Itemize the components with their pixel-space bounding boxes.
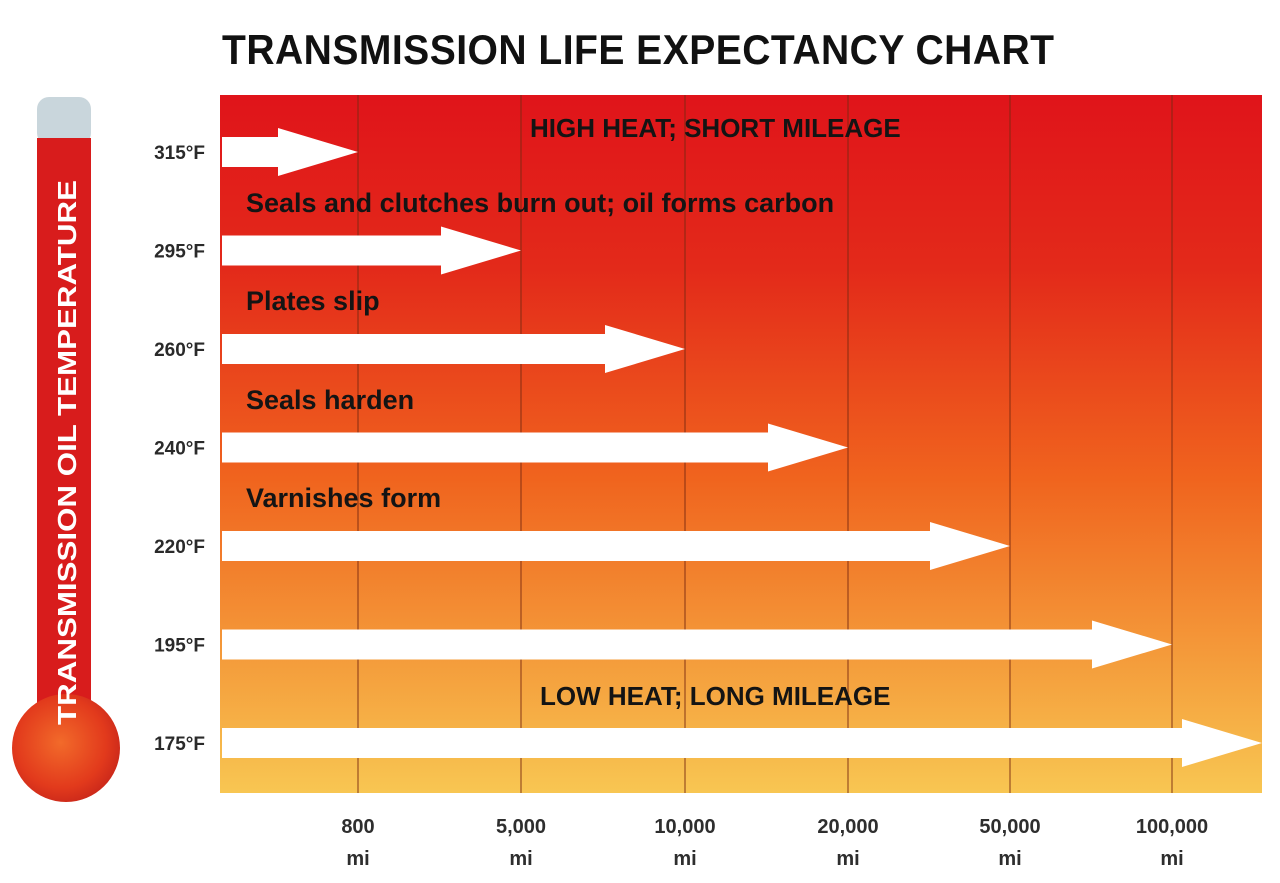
x-tick-value: 5,000 <box>496 816 546 838</box>
x-tick-label: 800 mi <box>341 816 374 870</box>
thermometer-cap <box>37 97 91 145</box>
arrow-bar <box>222 226 521 275</box>
row-note-seals-harden: Seals harden <box>246 385 414 415</box>
thermometer-tube <box>37 138 91 738</box>
arrow-bar <box>222 522 1010 570</box>
x-tick-label: 5,000 mi <box>496 816 546 870</box>
x-tick-value: 100,000 <box>1136 816 1208 838</box>
arrow-bar <box>222 423 848 472</box>
y-tick-label: 175°F <box>154 734 205 755</box>
x-tick-value: 20,000 <box>817 816 878 838</box>
arrow-bar <box>222 620 1172 669</box>
x-tick-label: 50,000 mi <box>979 816 1040 870</box>
thermometer-bulb <box>12 694 120 802</box>
x-tick-unit: mi <box>673 848 696 870</box>
arrow-bar <box>222 128 358 176</box>
arrow-bar <box>222 325 685 373</box>
x-tick-unit: mi <box>1160 848 1183 870</box>
y-tick-label: 260°F <box>154 340 205 361</box>
x-tick-value: 800 <box>341 816 374 838</box>
y-tick-label: 195°F <box>154 636 205 657</box>
arrow-bars <box>222 128 1262 767</box>
mileage-labels: 800mi5,000mi10,000mi20,000mi50,000mi100,… <box>341 816 1208 870</box>
x-tick-label: 20,000 mi <box>817 816 878 870</box>
temperature-labels: 315°F 295°F 260°F 240°F 220°F 195°F 175°F <box>154 143 205 755</box>
x-tick-label: 100,000 mi <box>1136 816 1208 870</box>
thermometer-icon: TRANSMISSION OIL TEMPERATURE <box>12 97 120 802</box>
row-note-burn-out: Seals and clutches burn out; oil forms c… <box>246 188 834 218</box>
x-tick-value: 50,000 <box>979 816 1040 838</box>
y-tick-label: 240°F <box>154 439 205 460</box>
x-tick-unit: mi <box>509 848 532 870</box>
y-tick-label: 220°F <box>154 537 205 558</box>
arrow-bar <box>222 719 1262 767</box>
row-note-varnishes: Varnishes form <box>246 483 441 513</box>
x-tick-unit: mi <box>836 848 859 870</box>
x-tick-value: 10,000 <box>654 816 715 838</box>
y-axis-label: TRANSMISSION OIL TEMPERATURE <box>52 180 82 725</box>
y-tick-label: 295°F <box>154 242 205 263</box>
high-heat-annotation: HIGH HEAT; SHORT MILEAGE <box>530 113 901 143</box>
x-tick-label: 10,000 mi <box>654 816 715 870</box>
y-tick-label: 315°F <box>154 143 205 164</box>
chart-title: TRANSMISSION LIFE EXPECTANCY CHART <box>222 26 1055 73</box>
x-tick-unit: mi <box>346 848 369 870</box>
row-note-plates-slip: Plates slip <box>246 286 380 316</box>
x-tick-unit: mi <box>998 848 1021 870</box>
low-heat-annotation: LOW HEAT; LONG MILEAGE <box>540 681 891 711</box>
